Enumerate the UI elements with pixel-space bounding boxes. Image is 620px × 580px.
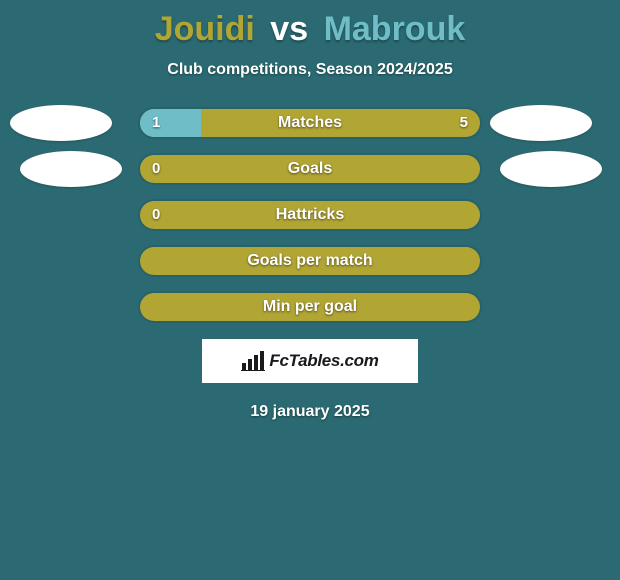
player-avatar [10, 105, 112, 141]
player-avatar [20, 151, 122, 187]
player-avatar [490, 105, 592, 141]
stat-bar: 0Hattricks [140, 201, 480, 229]
player1-name: Jouidi [155, 10, 255, 48]
fctables-logo: FcTables.com [202, 339, 418, 383]
stat-label: Min per goal [140, 293, 480, 321]
stat-bar: 15Matches [140, 109, 480, 137]
stat-row: Min per goal [0, 293, 620, 321]
stat-row: 0Hattricks [0, 201, 620, 229]
stat-value-left: 0 [152, 155, 160, 183]
bar-chart-icon [241, 351, 265, 371]
stat-bar-left-fill [140, 109, 201, 137]
vs-label: vs [270, 10, 308, 48]
snapshot-date: 19 january 2025 [250, 403, 369, 421]
stat-label: Goals per match [140, 247, 480, 275]
comparison-bars: 15Matches0Goals0HattricksGoals per match… [0, 109, 620, 321]
player-avatar [500, 151, 602, 187]
stat-bar: Goals per match [140, 247, 480, 275]
stat-value-right: 5 [460, 109, 468, 137]
stat-row: Goals per match [0, 247, 620, 275]
stat-bar: Min per goal [140, 293, 480, 321]
logo-text: FcTables.com [269, 351, 378, 371]
stat-label: Hattricks [140, 201, 480, 229]
stat-value-left: 0 [152, 201, 160, 229]
stat-value-left: 1 [152, 109, 160, 137]
stat-label: Goals [140, 155, 480, 183]
player2-name: Mabrouk [324, 10, 466, 48]
subtitle: Club competitions, Season 2024/2025 [167, 61, 452, 79]
stat-bar: 0Goals [140, 155, 480, 183]
comparison-headline: Jouidi vs Mabrouk [155, 10, 466, 49]
